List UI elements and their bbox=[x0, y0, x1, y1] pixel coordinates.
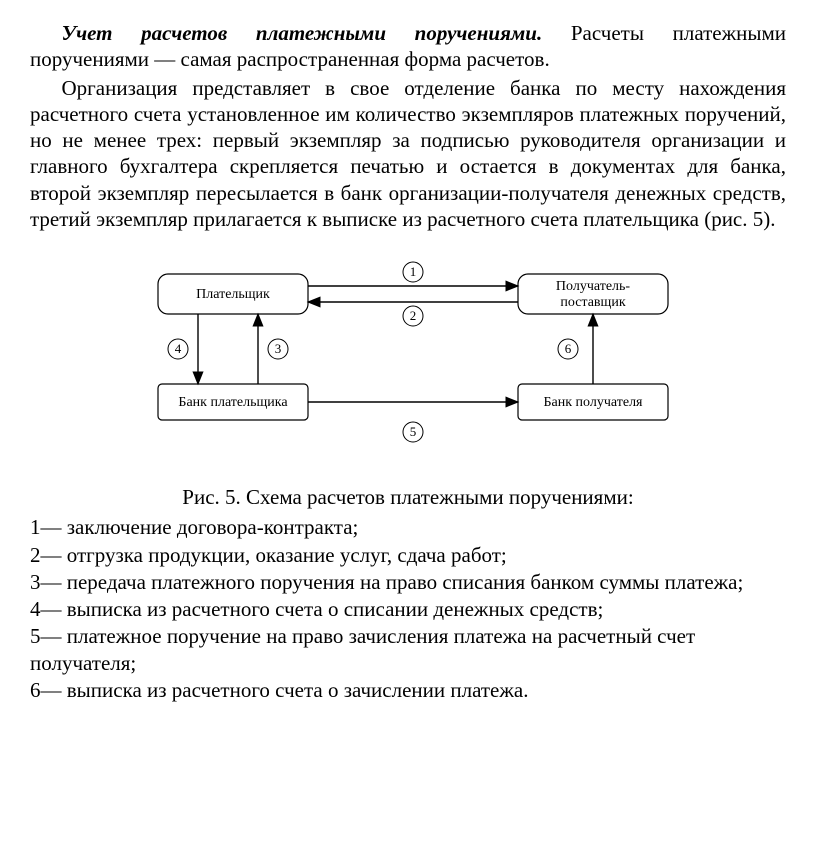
main-paragraph: Организация представляет в свое отделени… bbox=[30, 75, 786, 233]
diagram-container: Плательщик Получатель-поставщик Банк плате… bbox=[98, 254, 718, 454]
legend-item-1: 1— заключение договора-контракта; bbox=[30, 514, 786, 540]
step-label-4: 4 bbox=[175, 341, 182, 356]
legend-item-2: 2— отгрузка продукции, оказание услуг, с… bbox=[30, 542, 786, 568]
step-label-6: 6 bbox=[565, 341, 572, 356]
step-label-5: 5 bbox=[410, 424, 417, 439]
title-bold: Учет расчетов платежными поручениями. bbox=[62, 21, 543, 45]
step-label-3: 3 bbox=[275, 341, 282, 356]
title-paragraph: Учет расчетов платежными поручениями. Ра… bbox=[30, 20, 786, 73]
node-label-payer: Плательщик bbox=[196, 287, 270, 302]
legend-item-5: 5— платежное поручение на право зачислен… bbox=[30, 623, 786, 676]
legend-item-4: 4— выписка из расчетного счета о списани… bbox=[30, 596, 786, 622]
node-label-bank_receiver: Банк получателя bbox=[544, 395, 644, 410]
step-label-2: 2 bbox=[410, 308, 417, 323]
step-label-1: 1 bbox=[410, 264, 417, 279]
node-label-bank_payer: Банк плательщика bbox=[178, 395, 288, 410]
flow-diagram: Плательщик Получатель-поставщик Банк плате… bbox=[98, 254, 718, 454]
figure-caption: Рис. 5. Схема расчетов платежными поруче… bbox=[30, 484, 786, 510]
node-label-receiver-1: Получатель- bbox=[556, 279, 631, 294]
legend-item-3: 3— передача платежного поручения на прав… bbox=[30, 569, 786, 595]
legend-item-6: 6— выписка из расчетного счета о зачисле… bbox=[30, 677, 786, 703]
legend-list: 1— заключение договора-контракта;2— отгр… bbox=[30, 514, 786, 703]
node-label-receiver-2: поставщик bbox=[560, 295, 625, 310]
